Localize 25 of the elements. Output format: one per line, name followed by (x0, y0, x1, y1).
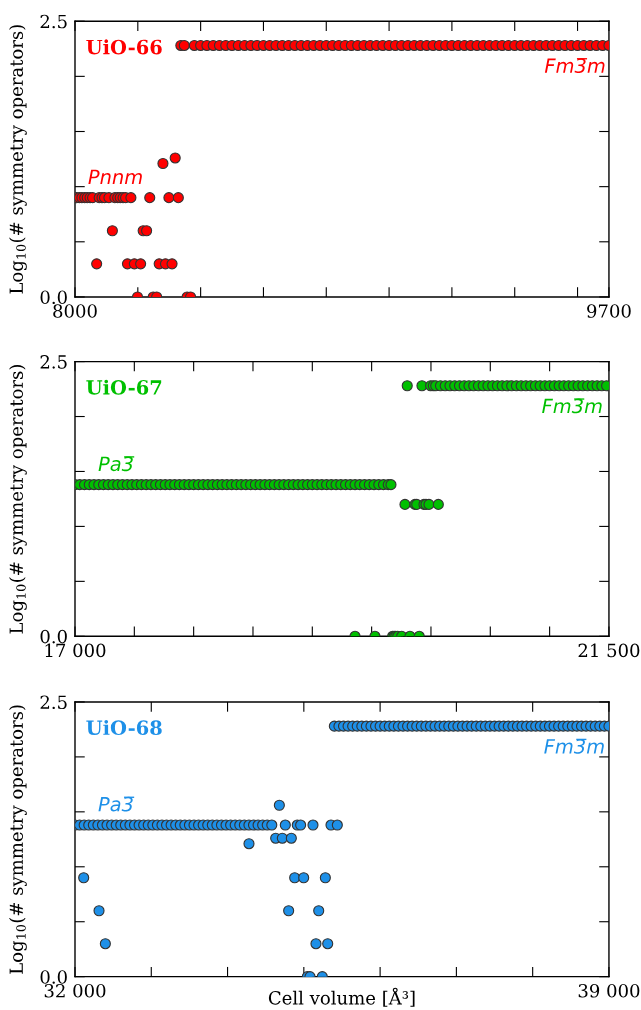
y-axis-title: Log$_{10}$(# symmetry operators) (9, 25, 27, 294)
x-tick-label: 17 000 (45, 643, 106, 658)
y-tick-label: 2.5 (40, 695, 67, 710)
x-tick-label: 39 000 (578, 983, 640, 998)
x-tick-label: 8000 (53, 304, 97, 318)
y-tick-label: 0.0 (40, 629, 67, 644)
x-tick-label: 32 000 (44, 983, 106, 998)
text: UiO-66 (86, 39, 162, 55)
annotation: Fm3̅m (544, 58, 605, 74)
y-tick-label: 0.0 (40, 970, 67, 984)
annotation: Pa3̅ (98, 456, 135, 472)
y-tick-label: 0.0 (40, 290, 67, 305)
x-tick-label: 9700 (587, 304, 631, 318)
text: UiO-67 (86, 379, 162, 395)
annotation: Fm3̅m (544, 738, 604, 754)
annotation: Fm3̅m (542, 398, 602, 414)
annotation: Pa3̅ (98, 796, 135, 812)
text: UiO-68 (86, 720, 162, 736)
y-axis-title: Log$_{10}$(# symmetry operators) (9, 705, 27, 974)
y-tick-label: 2.5 (40, 355, 67, 369)
y-tick-label: 2.5 (40, 14, 67, 29)
x-axis-title: Cell volume [Å³] (268, 987, 415, 1007)
annotation: Pnnm (88, 169, 142, 184)
y-axis-title: Log$_{10}$(# symmetry operators) (9, 365, 27, 634)
x-tick-label: 21 500 (578, 643, 640, 658)
